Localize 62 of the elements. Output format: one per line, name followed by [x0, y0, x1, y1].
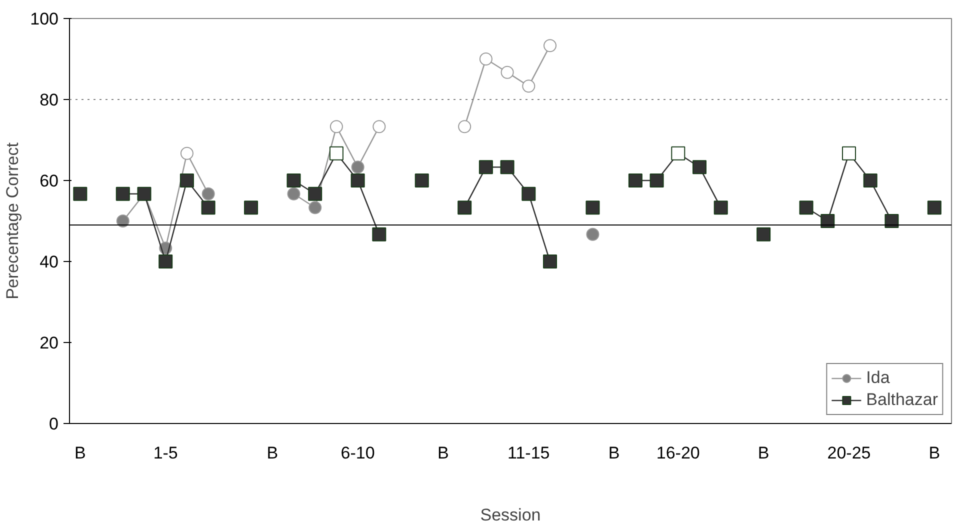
- point: [586, 200, 600, 215]
- point: [287, 187, 300, 200]
- x-tick-label: B: [266, 444, 278, 462]
- y-tick-label: 20: [40, 334, 59, 352]
- point: [116, 186, 130, 201]
- point: [330, 120, 343, 134]
- x-axis-title: Session: [480, 506, 541, 524]
- point: [286, 174, 301, 188]
- point: [628, 174, 642, 188]
- x-tick-label: B: [74, 444, 86, 462]
- x-tick-label: 1-5: [153, 444, 178, 462]
- point: [522, 80, 536, 93]
- point: [522, 186, 536, 201]
- point: [372, 120, 386, 134]
- point: [351, 160, 364, 174]
- point: [884, 214, 899, 228]
- point: [350, 174, 365, 188]
- point: [180, 146, 194, 160]
- point: [714, 200, 728, 215]
- point: [180, 174, 194, 188]
- point: [756, 227, 771, 242]
- point: [820, 214, 835, 228]
- x-tick-label: B: [928, 444, 940, 462]
- x-tick-label: 16-20: [656, 444, 700, 462]
- x-tick-label: B: [608, 444, 620, 462]
- point: [479, 52, 492, 66]
- y-tick-label: 40: [40, 252, 59, 272]
- point: [308, 201, 322, 214]
- y-axis-title: Perecentage Correct: [3, 142, 22, 300]
- point: [927, 200, 942, 215]
- point: [544, 39, 557, 52]
- point: [543, 254, 558, 268]
- point: [458, 120, 472, 134]
- y-tick-label: 80: [40, 90, 59, 110]
- point: [500, 66, 514, 79]
- point: [458, 200, 472, 215]
- point: [500, 160, 514, 174]
- point: [586, 228, 600, 241]
- legend-label: Balthazar: [866, 390, 938, 410]
- x-tick-label: 6-10: [340, 444, 375, 462]
- y-tick-label: 100: [30, 10, 59, 28]
- point: [73, 186, 88, 201]
- point: [244, 200, 258, 215]
- point: [650, 174, 664, 188]
- point: [201, 200, 216, 215]
- point: [863, 174, 878, 188]
- point: [202, 187, 215, 200]
- point: [478, 160, 493, 174]
- legend-label: Ida: [866, 368, 890, 388]
- point: [692, 160, 706, 174]
- point: [116, 214, 130, 228]
- point: [308, 186, 322, 201]
- x-tick-label: B: [438, 444, 449, 462]
- point: [372, 227, 386, 242]
- point: [414, 174, 429, 188]
- x-tick-label: 20-25: [827, 444, 871, 462]
- y-tick-label: 60: [40, 172, 59, 190]
- x-tick-label: 11-15: [508, 444, 550, 462]
- point: [158, 254, 173, 268]
- x-tick-label: B: [758, 444, 770, 462]
- point: [799, 200, 814, 215]
- y-tick-label: 0: [49, 414, 59, 434]
